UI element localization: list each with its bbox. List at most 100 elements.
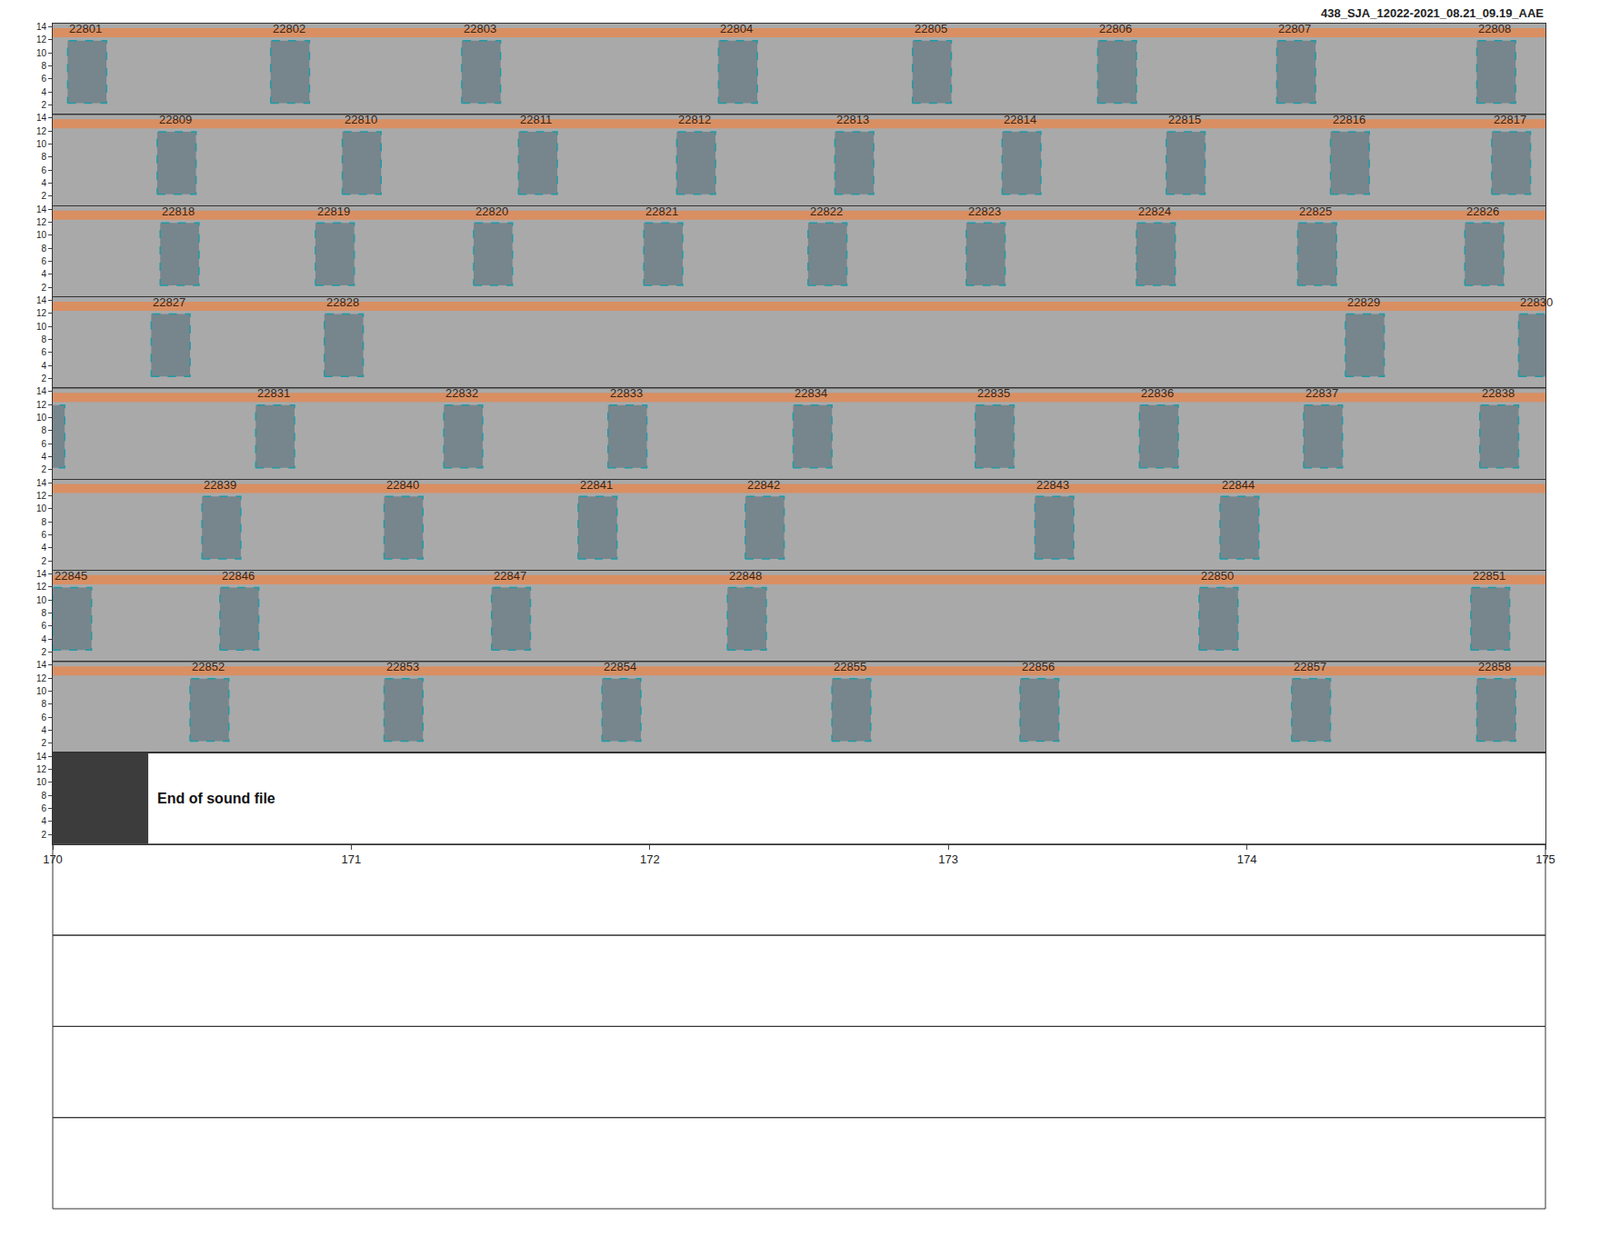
svg-text:22844: 22844 bbox=[1221, 478, 1255, 492]
svg-text:22830: 22830 bbox=[1520, 295, 1553, 310]
svg-text:22852: 22852 bbox=[191, 660, 225, 674]
svg-text:22821: 22821 bbox=[645, 204, 679, 219]
svg-text:22805: 22805 bbox=[914, 21, 948, 36]
svg-text:22832: 22832 bbox=[445, 386, 479, 400]
svg-text:8: 8 bbox=[40, 790, 47, 801]
svg-text:22853: 22853 bbox=[386, 660, 420, 674]
svg-text:10: 10 bbox=[36, 230, 48, 240]
svg-text:22840: 22840 bbox=[386, 478, 420, 492]
svg-text:22816: 22816 bbox=[1332, 112, 1366, 127]
svg-text:22803: 22803 bbox=[463, 21, 497, 36]
svg-text:2: 2 bbox=[40, 100, 47, 110]
svg-text:22839: 22839 bbox=[203, 478, 237, 492]
svg-text:6: 6 bbox=[40, 712, 47, 723]
svg-text:2: 2 bbox=[40, 190, 47, 201]
svg-text:22813: 22813 bbox=[836, 112, 870, 127]
svg-text:170: 170 bbox=[42, 852, 63, 867]
svg-text:14: 14 bbox=[36, 751, 48, 762]
svg-text:22829: 22829 bbox=[1347, 295, 1380, 310]
svg-text:2: 2 bbox=[40, 282, 47, 293]
svg-text:22823: 22823 bbox=[968, 204, 1001, 219]
svg-text:22809: 22809 bbox=[159, 112, 192, 127]
svg-text:6: 6 bbox=[40, 439, 47, 450]
svg-text:8: 8 bbox=[40, 60, 47, 71]
svg-text:14: 14 bbox=[36, 660, 48, 670]
svg-text:6: 6 bbox=[40, 165, 47, 176]
svg-text:14: 14 bbox=[36, 295, 48, 306]
svg-text:8: 8 bbox=[40, 699, 47, 710]
svg-text:22814: 22814 bbox=[1003, 112, 1037, 127]
svg-text:4: 4 bbox=[40, 542, 47, 553]
svg-text:22804: 22804 bbox=[720, 21, 753, 36]
svg-text:22847: 22847 bbox=[493, 569, 527, 583]
svg-text:10: 10 bbox=[36, 686, 48, 697]
svg-text:22835: 22835 bbox=[977, 386, 1010, 400]
svg-text:14: 14 bbox=[36, 569, 48, 580]
svg-text:175: 175 bbox=[1535, 852, 1556, 867]
svg-text:12: 12 bbox=[36, 673, 48, 684]
svg-text:2: 2 bbox=[40, 647, 47, 658]
svg-text:22850: 22850 bbox=[1200, 569, 1234, 583]
svg-text:22806: 22806 bbox=[1099, 21, 1132, 36]
svg-text:8: 8 bbox=[40, 517, 47, 528]
svg-text:22838: 22838 bbox=[1481, 386, 1515, 400]
svg-text:4: 4 bbox=[40, 725, 47, 736]
svg-text:4: 4 bbox=[40, 178, 47, 189]
svg-text:22822: 22822 bbox=[810, 204, 843, 219]
svg-text:14: 14 bbox=[36, 21, 48, 32]
svg-text:22854: 22854 bbox=[603, 660, 637, 674]
svg-text:22802: 22802 bbox=[272, 21, 306, 36]
svg-text:6: 6 bbox=[40, 256, 47, 267]
svg-text:End of sound file: End of sound file bbox=[157, 790, 276, 807]
svg-text:6: 6 bbox=[40, 530, 47, 540]
svg-text:172: 172 bbox=[640, 852, 660, 867]
svg-text:174: 174 bbox=[1237, 852, 1258, 867]
svg-text:4: 4 bbox=[40, 634, 47, 645]
svg-text:22837: 22837 bbox=[1305, 386, 1339, 400]
svg-text:22807: 22807 bbox=[1278, 21, 1311, 36]
svg-text:14: 14 bbox=[36, 386, 48, 397]
svg-text:2: 2 bbox=[40, 830, 47, 840]
svg-text:10: 10 bbox=[36, 412, 48, 423]
svg-text:8: 8 bbox=[40, 608, 47, 619]
svg-text:6: 6 bbox=[40, 803, 47, 814]
svg-text:14: 14 bbox=[36, 478, 48, 489]
svg-text:6: 6 bbox=[40, 620, 47, 631]
svg-text:8: 8 bbox=[40, 425, 47, 436]
svg-text:10: 10 bbox=[36, 503, 48, 514]
svg-text:4: 4 bbox=[40, 87, 47, 98]
svg-text:6: 6 bbox=[40, 73, 47, 84]
svg-text:2: 2 bbox=[40, 738, 47, 749]
svg-text:22834: 22834 bbox=[794, 386, 828, 400]
svg-text:22842: 22842 bbox=[747, 478, 780, 492]
svg-text:22846: 22846 bbox=[221, 569, 255, 583]
svg-text:8: 8 bbox=[40, 151, 47, 162]
svg-text:6: 6 bbox=[40, 347, 47, 358]
svg-text:2: 2 bbox=[40, 373, 47, 384]
svg-text:22828: 22828 bbox=[326, 295, 360, 310]
svg-text:22845: 22845 bbox=[54, 569, 88, 583]
svg-text:4: 4 bbox=[40, 816, 47, 827]
svg-text:22851: 22851 bbox=[1472, 569, 1506, 583]
svg-text:12: 12 bbox=[36, 34, 48, 45]
svg-text:12: 12 bbox=[36, 308, 48, 319]
svg-text:22836: 22836 bbox=[1140, 386, 1174, 400]
svg-text:22811: 22811 bbox=[520, 112, 552, 127]
svg-text:12: 12 bbox=[36, 490, 48, 501]
svg-text:22810: 22810 bbox=[344, 112, 378, 127]
svg-text:2: 2 bbox=[40, 464, 47, 475]
svg-text:22827: 22827 bbox=[152, 295, 186, 310]
svg-text:22825: 22825 bbox=[1299, 204, 1332, 219]
svg-text:22841: 22841 bbox=[580, 478, 613, 492]
svg-text:10: 10 bbox=[36, 139, 48, 150]
svg-text:22848: 22848 bbox=[729, 569, 762, 583]
svg-text:173: 173 bbox=[938, 852, 959, 867]
svg-text:4: 4 bbox=[40, 451, 47, 462]
svg-text:8: 8 bbox=[40, 334, 47, 345]
svg-text:12: 12 bbox=[36, 126, 48, 137]
svg-text:22817: 22817 bbox=[1493, 112, 1527, 127]
svg-text:22818: 22818 bbox=[161, 204, 195, 219]
svg-text:12: 12 bbox=[36, 400, 48, 410]
svg-text:22819: 22819 bbox=[317, 204, 350, 219]
svg-text:22856: 22856 bbox=[1021, 660, 1055, 674]
